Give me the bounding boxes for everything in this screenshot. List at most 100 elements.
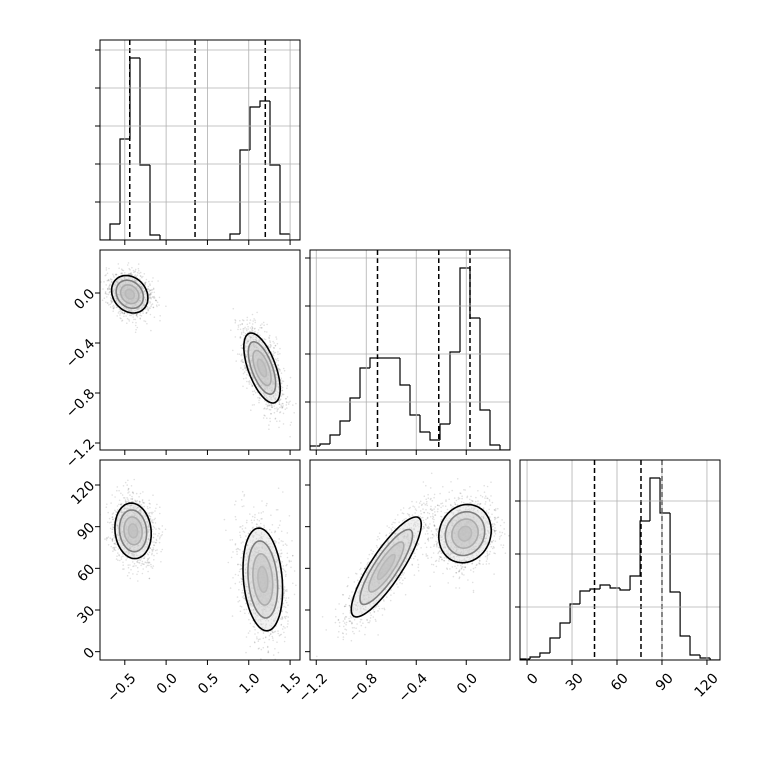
contour <box>242 332 282 404</box>
axes-frame <box>99 249 301 451</box>
sample-point <box>121 312 124 314</box>
sample-point <box>230 556 233 559</box>
sample-point <box>240 499 243 501</box>
sample-point <box>279 347 281 350</box>
sample-point <box>289 376 292 379</box>
sample-point <box>280 553 282 555</box>
sample-point <box>159 315 161 317</box>
sample-point <box>134 324 137 327</box>
sample-point <box>114 496 116 498</box>
sample-point <box>147 570 149 573</box>
sample-point <box>115 511 117 513</box>
sample-point <box>113 534 115 537</box>
sample-point <box>234 320 237 322</box>
sample-point <box>139 314 141 317</box>
sample-point <box>244 326 246 329</box>
sample-point <box>148 551 151 554</box>
plot-area <box>100 40 300 240</box>
sample-point <box>140 564 142 567</box>
sample-point <box>137 267 140 270</box>
sample-point <box>132 561 134 563</box>
sample-point <box>280 372 283 375</box>
sample-point <box>260 629 262 632</box>
sample-point <box>268 334 271 337</box>
sample-point <box>253 318 255 320</box>
sample-point <box>261 323 263 325</box>
sample-point <box>278 420 281 422</box>
sample-point <box>127 489 129 491</box>
sample-point <box>287 623 289 625</box>
sample-point <box>132 491 134 494</box>
sample-point <box>239 336 242 339</box>
hist-bin <box>269 101 280 166</box>
sample-point <box>280 395 283 397</box>
sample-point <box>150 305 152 308</box>
sample-point <box>132 500 134 503</box>
sample-point <box>151 553 153 556</box>
sample-point <box>153 541 155 543</box>
sample-point <box>130 273 132 275</box>
sample-point <box>155 541 157 544</box>
sample-point <box>114 273 117 276</box>
sample-point <box>140 275 142 278</box>
sample-point <box>119 503 122 506</box>
sample-point <box>153 295 155 298</box>
sample-point <box>279 379 282 381</box>
sample-point <box>110 300 112 303</box>
sample-point <box>269 409 272 411</box>
sample-point <box>284 636 286 638</box>
sample-point <box>138 562 141 564</box>
sample-point <box>147 562 150 564</box>
sample-point <box>240 344 242 347</box>
sample-point <box>242 377 245 380</box>
sample-point <box>155 539 158 542</box>
sample-point <box>270 404 273 407</box>
sample-point <box>111 524 113 526</box>
sample-point <box>240 606 243 608</box>
sample-point <box>149 293 152 296</box>
sample-point <box>269 341 272 344</box>
sample-point <box>276 407 278 409</box>
sample-point <box>138 496 140 498</box>
sample-point <box>108 288 111 291</box>
sample-point <box>107 511 109 514</box>
sample-point <box>249 327 252 329</box>
sample-point <box>136 271 139 274</box>
sample-point <box>149 506 151 509</box>
hist-bin <box>319 443 330 446</box>
sample-point <box>165 305 167 308</box>
sample-point <box>152 494 154 497</box>
hist-bin <box>429 432 440 441</box>
sample-point <box>279 353 281 355</box>
sample-point <box>107 279 109 282</box>
sample-point <box>139 275 142 277</box>
sample-point <box>106 293 108 295</box>
sample-point <box>254 319 256 322</box>
sample-point <box>151 520 153 523</box>
sample-point <box>141 276 143 279</box>
sample-point <box>127 273 130 275</box>
hist-bin <box>139 58 150 166</box>
sample-point <box>142 501 144 504</box>
sample-point <box>148 515 150 517</box>
sample-point <box>114 539 117 542</box>
sample-point <box>247 328 249 330</box>
sample-point <box>113 306 116 308</box>
sample-point <box>136 274 139 277</box>
sample-point <box>129 272 132 275</box>
sample-point <box>278 401 281 403</box>
sample-point <box>240 367 242 369</box>
sample-point <box>251 384 254 387</box>
sample-point <box>132 271 135 274</box>
sample-point <box>253 390 256 392</box>
sample-point <box>147 302 150 304</box>
sample-point <box>153 544 155 546</box>
sample-point <box>275 359 278 361</box>
sample-point <box>124 272 126 274</box>
sample-point <box>153 291 156 294</box>
sample-point <box>251 327 254 329</box>
sample-point <box>277 359 280 362</box>
sample-point <box>110 301 113 303</box>
sample-point <box>158 304 160 306</box>
sample-point <box>149 302 152 304</box>
